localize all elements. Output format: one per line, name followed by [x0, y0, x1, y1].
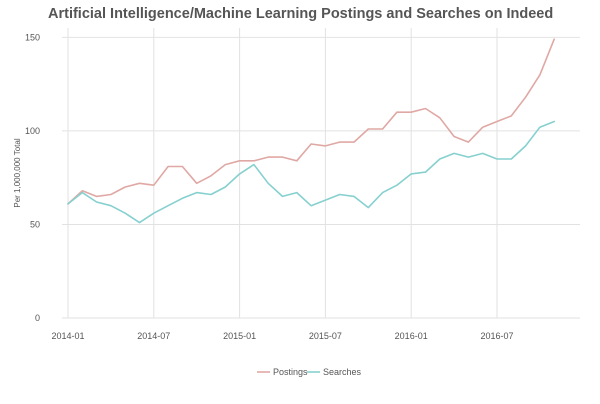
series-layer	[67, 38, 556, 224]
label-layer: 0 50 100 150 2014-01 2014-07 2015-01 2015-07 201…	[13, 32, 514, 341]
grid-layer	[62, 28, 580, 319]
y-tick-label: 150	[25, 32, 40, 42]
legend-label-searches: Searches	[323, 367, 362, 377]
series-line-postings	[67, 38, 556, 205]
y-tick-label: 0	[35, 313, 40, 323]
x-tick-label: 2014-07	[137, 331, 170, 341]
x-tick-label: 2014-01	[51, 331, 84, 341]
legend-label-postings: Postings	[273, 367, 308, 377]
y-axis-title: Per 1,000,000 Total	[13, 138, 22, 207]
x-tick-label: 2015-01	[223, 331, 256, 341]
legend: Postings Searches	[257, 367, 362, 377]
x-tick-label: 2016-01	[395, 331, 428, 341]
series-line-searches	[67, 120, 556, 224]
y-tick-label: 50	[30, 219, 40, 229]
x-tick-label: 2016-07	[480, 331, 513, 341]
x-tick-label: 2015-07	[309, 331, 342, 341]
chart-title: Artificial Intelligence/Machine Learning…	[48, 6, 554, 22]
y-tick-label: 100	[25, 126, 40, 136]
